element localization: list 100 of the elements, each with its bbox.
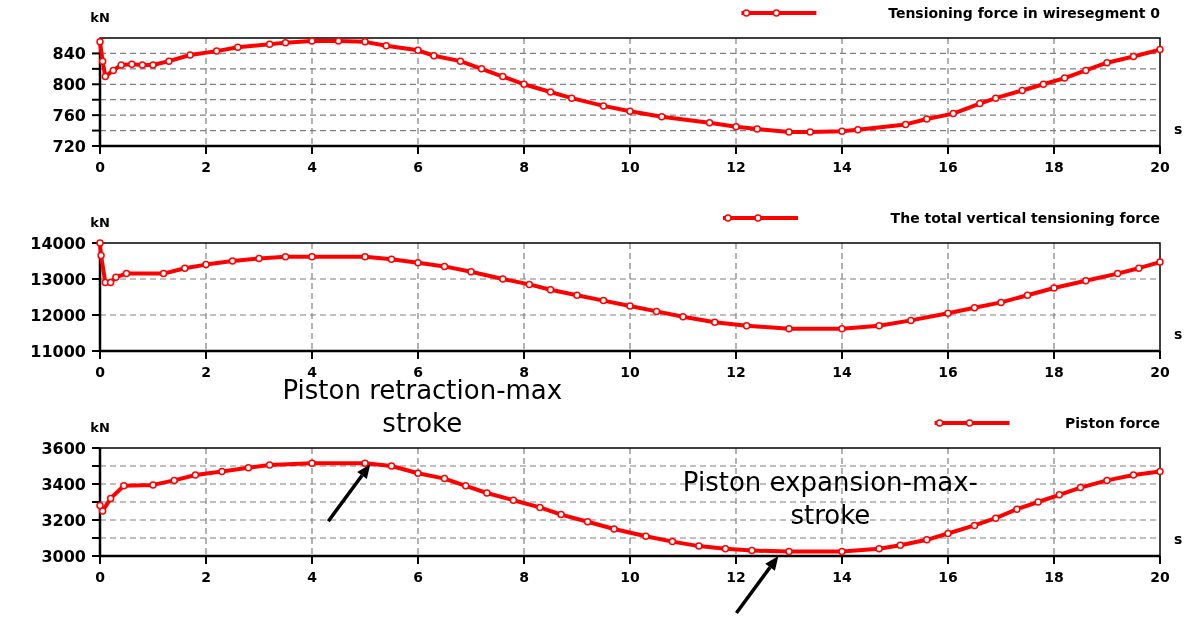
point [181,264,189,272]
point [165,57,173,65]
point [109,66,117,75]
point [228,257,237,265]
x-tick-label: 12 [726,159,746,175]
x-axis-title: s [1174,531,1183,547]
point [218,467,226,476]
point [255,254,263,263]
point [122,269,131,278]
x-tick-label: 14 [832,364,852,380]
point [991,94,1000,102]
annotation: Piston expansion-max-stroke [682,467,978,530]
point [1082,66,1090,75]
point [414,46,422,55]
point [557,510,565,519]
point [970,521,979,530]
point [128,60,136,68]
x-tick-label: 8 [519,364,529,380]
x-tick-label: 6 [413,364,423,380]
point [98,507,107,515]
point [96,501,104,510]
point [546,286,555,294]
point [742,322,751,330]
x-tick-label: 8 [519,159,529,175]
point [117,61,125,69]
point [1055,491,1064,499]
point [499,72,507,81]
x-axis-title: s [1174,326,1183,342]
point [573,291,581,299]
point [281,252,290,261]
point [159,269,168,278]
point [467,268,475,276]
y-tick-label: 3200 [41,511,86,530]
point [944,309,952,317]
point [567,94,576,102]
y-axis-title: kN [90,10,110,25]
point [520,80,528,89]
y-tick-label: 800 [52,75,86,95]
x-tick-label: 4 [307,364,318,380]
point [202,260,210,269]
point [970,304,979,312]
point [382,41,390,50]
x-tick-label: 20 [1150,569,1170,585]
point [483,489,491,497]
point [1050,284,1058,292]
point [387,255,396,263]
point [711,318,719,326]
point [923,115,931,123]
point [658,112,666,121]
point [705,119,714,127]
x-tick-label: 6 [413,569,423,585]
point [308,37,316,45]
x-tick-label: 10 [620,364,640,380]
point [838,127,846,136]
x-tick-label: 10 [620,569,640,585]
point [806,128,814,136]
point [96,38,104,46]
point [652,307,661,316]
point [838,547,846,556]
text: Piston force [1065,415,1160,431]
point [1034,498,1042,506]
point [1129,471,1138,479]
point [785,547,793,556]
y-tick-label: 13000 [30,270,86,289]
y-tick-label: 12000 [30,306,86,325]
y-tick-label: 3600 [41,439,86,458]
x-tick-label: 16 [938,159,958,175]
point [1156,258,1164,266]
point [642,532,650,540]
x-tick-label: 0 [95,364,106,380]
x-tick-label: 12 [726,569,746,585]
point [854,126,862,134]
point [785,128,793,136]
x-tick-label: 4 [307,159,318,175]
point [265,461,274,469]
point [875,322,883,330]
y-tick-label: 11000 [30,342,86,361]
x-tick-label: 16 [938,364,958,380]
point [907,316,915,325]
point [101,72,110,81]
point [308,459,316,468]
point [732,122,740,131]
point [896,541,905,549]
point [440,262,449,271]
x-tick-label: 18 [1044,159,1064,175]
point [265,40,274,48]
point [1156,45,1164,54]
x-tick-label: 14 [832,159,852,175]
series-label: Tensioning force in wiresegment 0 [888,5,1161,21]
point [361,459,369,468]
x-tick-label: 8 [519,569,529,585]
point [599,102,608,110]
point [976,99,984,108]
point [785,324,793,333]
point [499,275,507,283]
point [626,107,634,116]
point [1156,467,1164,476]
x-tick-label: 6 [413,159,423,175]
point [1023,291,1032,299]
y-tick-label: 3000 [41,547,86,566]
